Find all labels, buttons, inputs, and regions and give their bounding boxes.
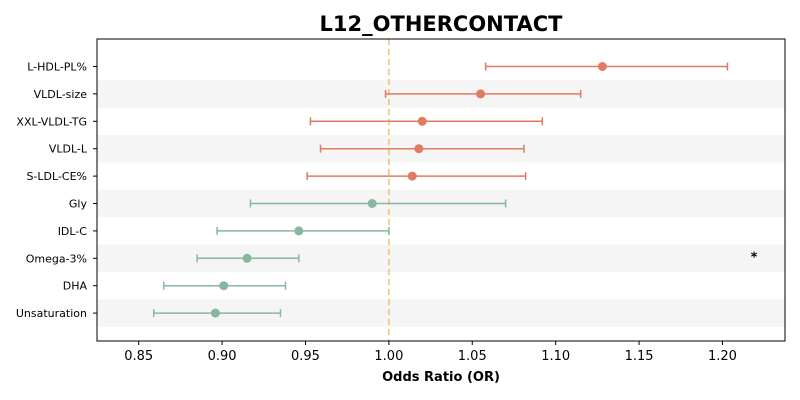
y-tick-label: VLDL-size	[34, 88, 88, 101]
odds-ratio-points	[210, 62, 607, 318]
or-point	[210, 308, 220, 318]
x-tick-label: 1.20	[708, 349, 737, 364]
x-tick-label: 0.95	[291, 349, 320, 364]
annotations: *	[751, 250, 758, 265]
chart-title: L12_OTHERCONTACT	[320, 12, 564, 36]
x-axis: 0.85 0.90 0.95 1.00 1.05 1.10 1.15 1.20	[124, 341, 737, 364]
plot-frame	[96, 38, 786, 342]
y-tick-label: VLDL-L	[49, 143, 88, 156]
x-tick-label: 0.85	[124, 349, 153, 364]
y-tick-label: DHA	[63, 280, 88, 293]
significance-marker: *	[751, 250, 758, 265]
or-point	[367, 199, 377, 208]
y-axis: L-HDL-PL% VLDL-size XXL-VLDL-TG VLDL-L S-LDL…	[16, 61, 97, 320]
x-axis-label: Odds Ratio (OR)	[382, 370, 500, 385]
y-tick-label: Unsaturation	[16, 307, 87, 320]
y-tick-label: S-LDL-CE%	[26, 170, 87, 183]
x-tick-label: 0.90	[208, 349, 237, 364]
or-point	[597, 62, 607, 71]
y-tick-label: IDL-C	[58, 225, 88, 238]
x-tick-label: 1.05	[458, 349, 487, 364]
or-point	[476, 89, 486, 99]
or-point	[417, 116, 427, 126]
or-point	[219, 281, 229, 291]
x-tick-label: 1.15	[625, 349, 654, 364]
y-tick-label: Gly	[69, 198, 88, 211]
x-tick-label: 1.00	[374, 349, 403, 364]
or-point	[294, 226, 304, 236]
or-point	[414, 144, 424, 154]
x-tick-label: 1.10	[541, 349, 570, 364]
or-point	[407, 171, 417, 181]
or-point	[242, 253, 252, 263]
y-tick-label: Omega-3%	[26, 252, 87, 265]
y-tick-label: L-HDL-PL%	[27, 61, 87, 74]
y-tick-label: XXL-VLDL-TG	[16, 115, 87, 128]
